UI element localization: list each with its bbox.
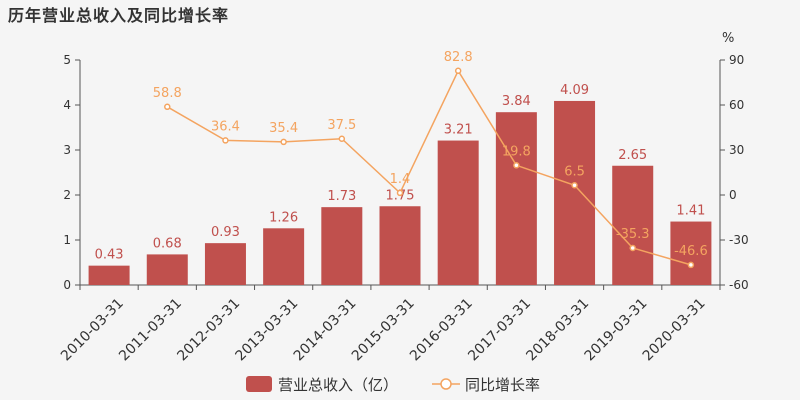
y-left-tick-label: 0 [63,278,71,292]
y-right-tick-label: -30 [729,233,749,247]
y-left-tick-label: 3 [63,143,71,157]
chart-title: 历年营业总收入及同比增长率 [8,6,230,25]
x-tick-label: 2020-03-31 [640,295,709,364]
growth-rate-label: -35.3 [616,227,650,242]
y-right-tick-label: -60 [729,278,749,292]
y-left-tick-label: 2 [63,188,71,202]
revenue-bar-label: 0.43 [95,248,124,263]
growth-rate-point [513,162,520,169]
y-right-tick-label: 30 [729,143,744,157]
revenue-bar-label: 4.09 [560,83,589,98]
growth-rate-label: 35.4 [269,121,298,136]
growth-rate-point [338,135,346,142]
y-left-tick-label: 4 [63,98,71,112]
revenue-bar [437,140,479,285]
legend-line-marker [440,378,452,390]
growth-rate-label: 19.8 [502,144,531,159]
growth-rate-point [629,244,636,252]
revenue-bar-label: 1.41 [676,204,705,219]
revenue-bar [670,221,712,285]
growth-rate-label: 58.8 [153,86,182,101]
growth-rate-label: 37.5 [327,118,356,133]
revenue-bar [263,228,305,285]
revenue-bar [204,243,246,285]
revenue-bar [554,100,596,285]
revenue-bar-label: 1.26 [269,210,298,225]
growth-rate-point [222,137,229,144]
revenue-bar [146,254,188,285]
revenue-bar [379,206,421,285]
growth-rate-point [280,138,287,146]
growth-rate-label: 36.4 [211,119,240,134]
y-right-unit-label: % [722,31,734,46]
growth-rate-point [164,103,171,111]
revenue-bar-label: 2.65 [618,148,647,163]
growth-rate-point [454,67,462,75]
growth-rate-label: 1.4 [390,172,411,187]
revenue-bar-label: 0.93 [211,225,240,240]
revenue-bar-label: 1.73 [327,189,356,204]
y-left-tick-label: 5 [63,53,71,67]
growth-rate-label: 6.5 [564,164,585,179]
y-right-tick-label: 90 [729,53,744,67]
growth-rate-point [396,189,404,197]
growth-rate-label: 82.8 [444,50,473,65]
revenue-bar [612,165,654,285]
growth-rate-point [571,182,578,189]
revenue-bar-label: 0.68 [153,236,182,251]
y-left-tick-label: 1 [63,233,71,247]
legend-bar-label: 营业总收入（亿） [278,376,398,394]
revenue-bar [88,265,130,285]
y-right-tick-label: 0 [729,188,737,202]
growth-rate-label: -46.6 [674,244,708,259]
growth-rate-point [687,261,695,269]
revenue-bar-label: 3.84 [502,94,531,109]
legend-bar-swatch [246,376,272,392]
legend-line-label: 同比增长率 [465,376,540,394]
revenue-bar [321,207,363,285]
y-right-tick-label: 60 [729,98,744,112]
growth-rate-line [166,69,692,266]
revenue-bar [495,112,537,285]
revenue-bar-label: 3.21 [444,123,473,138]
